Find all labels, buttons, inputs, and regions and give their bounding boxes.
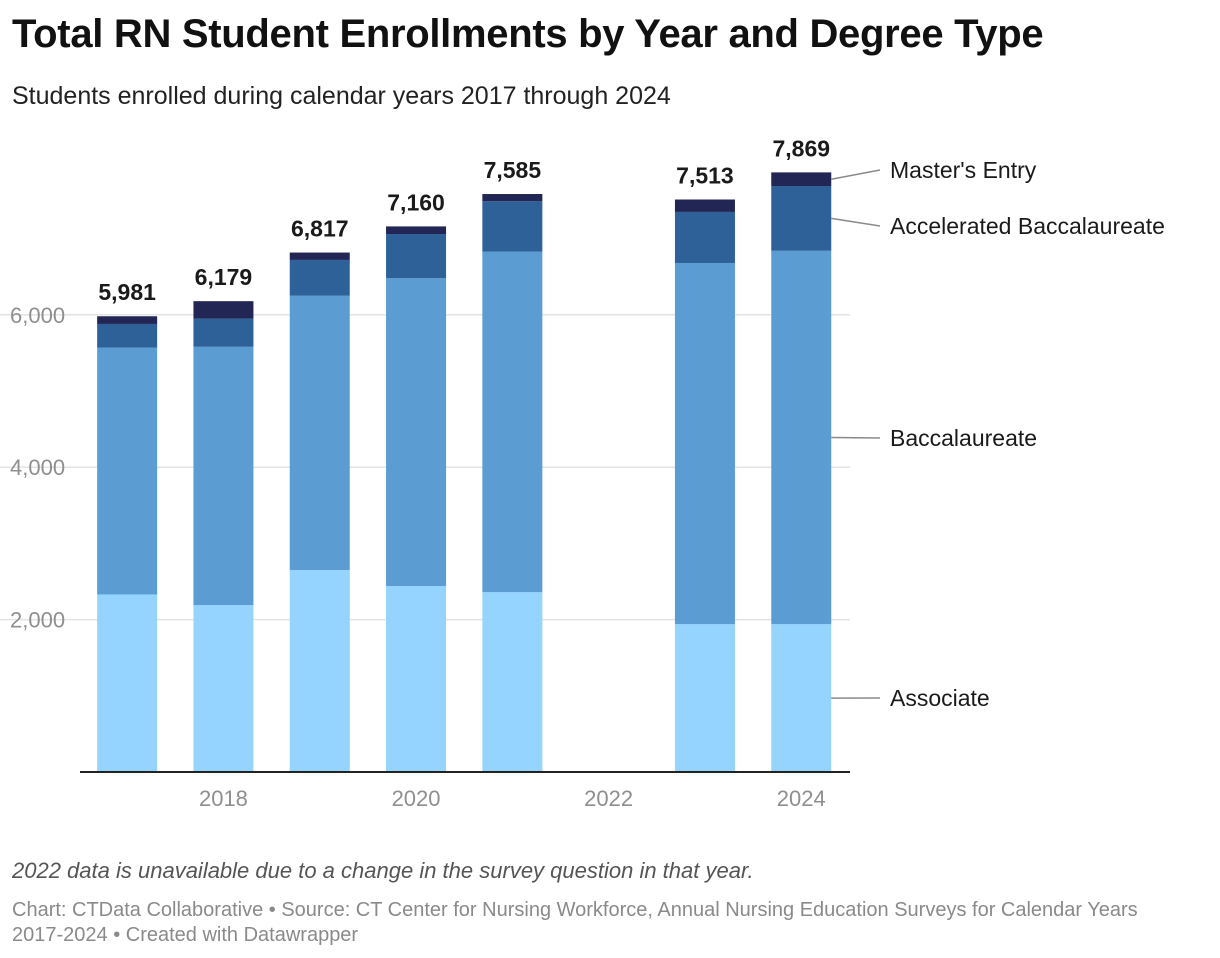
total-label-2019: 6,817 — [291, 216, 349, 242]
total-label-2021: 7,585 — [484, 157, 542, 183]
y-tick-label: 6,000 — [10, 303, 65, 328]
x-tick-label-2018: 2018 — [199, 786, 248, 811]
bar-2020-associate — [386, 586, 447, 772]
bar-2023-accelerated-baccalaureate — [674, 211, 735, 263]
bar-2017-accelerated-baccalaureate — [97, 323, 158, 348]
y-axis-ticks: 2,000 4,000 6,000 — [10, 303, 65, 633]
bar-2017-associate — [97, 594, 158, 772]
chart-title: Total RN Student Enrollments by Year and… — [12, 12, 1044, 56]
bar-2019-associate — [289, 570, 350, 772]
total-labels: 5,981 6,179 6,817 7,160 7,585 7,513 7,869 — [98, 135, 830, 305]
total-label-2024: 7,869 — [772, 135, 830, 161]
stacked-bar-chart: 2,000 4,000 6,000 5,981 6,179 6,817 7,160 7,58… — [0, 135, 1165, 811]
chart-footer: Chart: CTData Collaborative • Source: CT… — [12, 899, 1138, 946]
bar-2024-accelerated-baccalaureate — [771, 186, 832, 251]
total-label-2020: 7,160 — [387, 189, 445, 215]
total-label-2023: 7,513 — [676, 163, 734, 189]
bar-2021-baccalaureate — [482, 251, 543, 593]
bar-2019-accelerated-baccalaureate — [289, 259, 350, 296]
legend-leader-accelerated-baccalaureate — [831, 217, 881, 227]
bar-2018-associate — [193, 605, 254, 772]
bars — [97, 172, 832, 772]
bar-2024-associate — [771, 624, 832, 772]
legend-label-master-s-entry: Master's Entry — [890, 157, 1037, 183]
bar-2020-accelerated-baccalaureate — [386, 234, 447, 279]
chart-note: 2022 data is unavailable due to a change… — [12, 858, 754, 883]
legend-label-accelerated-baccalaureate: Accelerated Baccalaureate — [890, 213, 1165, 239]
bar-2018-accelerated-baccalaureate — [193, 318, 254, 347]
x-axis-ticks: 2018 2020 2022 2024 — [199, 786, 826, 811]
legend-label-baccalaureate: Baccalaureate — [890, 425, 1037, 451]
legend-leader-baccalaureate — [831, 436, 881, 439]
total-label-2018: 6,179 — [195, 264, 253, 290]
x-tick-label-2022: 2022 — [584, 786, 633, 811]
y-tick-label: 2,000 — [10, 608, 65, 633]
x-tick-label-2020: 2020 — [392, 786, 441, 811]
y-tick-label: 4,000 — [10, 455, 65, 480]
bar-2023-baccalaureate — [674, 262, 735, 625]
series-direct-labels: Associate Baccalaureate Accelerated Baccal… — [831, 157, 1165, 711]
bar-2023-master-s-entry — [674, 199, 735, 212]
bar-2018-master-s-entry — [193, 301, 254, 319]
legend-label-associate: Associate — [890, 685, 990, 711]
bar-2024-master-s-entry — [771, 172, 832, 187]
bar-2017-baccalaureate — [97, 347, 158, 595]
bar-2021-accelerated-baccalaureate — [482, 201, 543, 252]
bar-2024-baccalaureate — [771, 250, 832, 625]
x-tick-label-2024: 2024 — [777, 786, 826, 811]
bar-2019-baccalaureate — [289, 295, 350, 571]
bar-2020-master-s-entry — [386, 226, 447, 235]
total-label-2017: 5,981 — [98, 279, 156, 305]
bar-2023-associate — [674, 624, 735, 772]
bar-2017-master-s-entry — [97, 316, 158, 324]
bar-2021-associate — [482, 592, 543, 772]
chart-subtitle: Students enrolled during calendar years … — [12, 82, 671, 110]
bar-2020-baccalaureate — [386, 278, 447, 587]
legend-leader-master-s-entry — [831, 169, 881, 180]
bar-2021-master-s-entry — [482, 194, 543, 202]
bar-2018-baccalaureate — [193, 346, 254, 606]
bar-2019-master-s-entry — [289, 252, 350, 260]
